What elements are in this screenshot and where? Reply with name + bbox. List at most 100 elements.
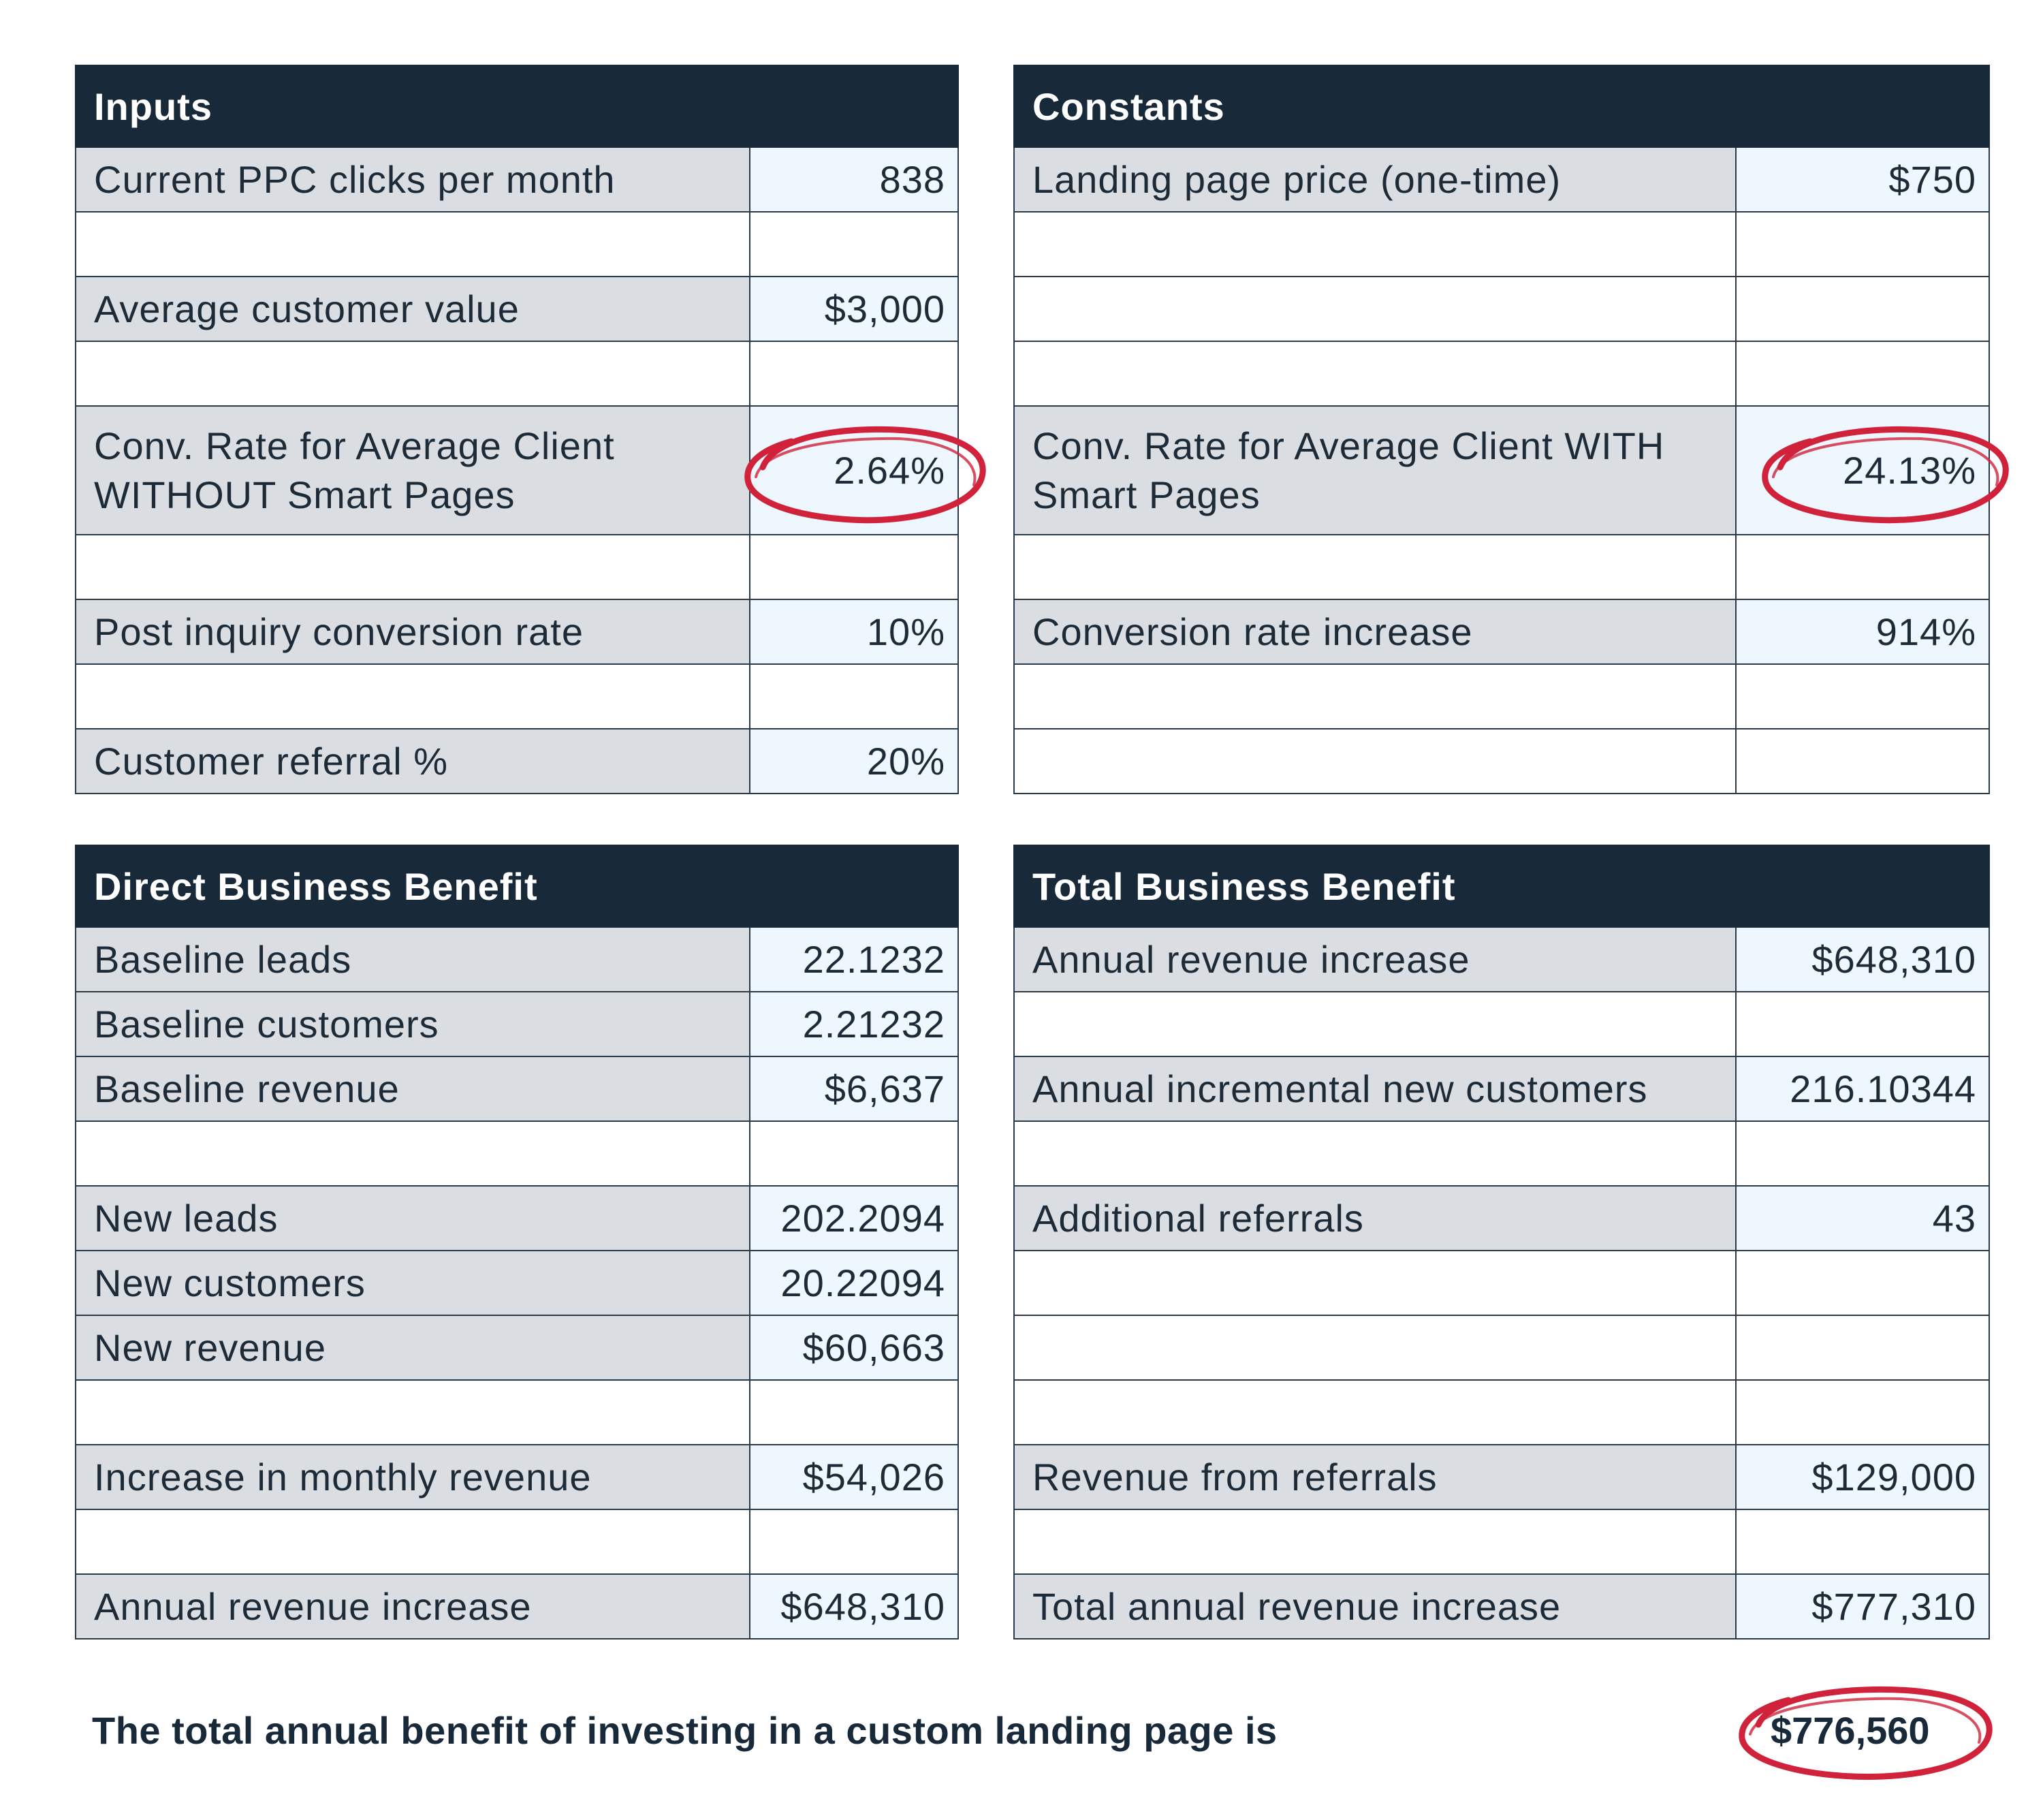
row-label: New customers — [76, 1251, 750, 1315]
row-label — [1015, 1122, 1737, 1185]
table-row — [1015, 1315, 1989, 1379]
row-value: 43 — [1737, 1187, 1989, 1250]
table-row: Conv. Rate for Average Client WITHOUT Sm… — [76, 405, 957, 534]
total-benefit-table: Annual revenue increase $648,310 Annual … — [1013, 928, 1990, 1639]
row-value — [1737, 342, 1989, 405]
inputs-panel-title: Inputs — [75, 65, 959, 148]
value-text: 24.13% — [1843, 449, 1976, 492]
row-value: $54,026 — [750, 1445, 957, 1509]
row-value — [1737, 1316, 1989, 1379]
row-label — [1015, 277, 1737, 341]
row-label: Revenue from referrals — [1015, 1445, 1737, 1509]
row-label — [1015, 1316, 1737, 1379]
table-row: Conversion rate increase 914% — [1015, 599, 1989, 663]
table-row: Baseline customers 2.21232 — [76, 991, 957, 1056]
row-label: Additional referrals — [1015, 1187, 1737, 1250]
row-label — [76, 535, 750, 599]
table-row — [76, 1379, 957, 1444]
row-label — [1015, 1381, 1737, 1444]
table-row — [76, 211, 957, 276]
row-label: Customer referral % — [76, 729, 750, 793]
row-value — [1737, 213, 1989, 276]
row-value: 20.22094 — [750, 1251, 957, 1315]
row-value — [1737, 1122, 1989, 1185]
row-label — [76, 213, 750, 276]
table-row — [76, 534, 957, 599]
row-value — [1737, 665, 1989, 728]
row-label: Total annual revenue increase — [1015, 1575, 1737, 1638]
table-row — [1015, 1120, 1989, 1185]
row-label: Conversion rate increase — [1015, 600, 1737, 663]
row-label: Post inquiry conversion rate — [76, 600, 750, 663]
direct-benefit-panel-title: Direct Business Benefit — [75, 845, 959, 928]
row-label — [1015, 1251, 1737, 1315]
row-value: $648,310 — [1737, 928, 1989, 991]
table-row — [76, 663, 957, 728]
table-row — [76, 341, 957, 405]
table-row: Customer referral % 20% — [76, 728, 957, 793]
row-label: Baseline revenue — [76, 1057, 750, 1120]
table-row: New revenue $60,663 — [76, 1315, 957, 1379]
table-row — [76, 1509, 957, 1573]
row-label: Average customer value — [76, 277, 750, 341]
direct-benefit-table: Baseline leads 22.1232 Baseline customer… — [75, 928, 959, 1639]
row-value — [750, 535, 957, 599]
table-row: Baseline revenue $6,637 — [76, 1056, 957, 1120]
table-row: Annual incremental new customers 216.103… — [1015, 1056, 1989, 1120]
row-label — [1015, 342, 1737, 405]
table-row — [1015, 991, 1989, 1056]
row-value: $6,637 — [750, 1057, 957, 1120]
table-row — [1015, 1509, 1989, 1573]
row-label: New leads — [76, 1187, 750, 1250]
table-row: Landing page price (one-time) $750 — [1015, 148, 1989, 211]
table-row — [1015, 1379, 1989, 1444]
row-value — [750, 665, 957, 728]
footer-statement: The total annual benefit of investing in… — [92, 1709, 1278, 1752]
row-label — [1015, 213, 1737, 276]
row-label: Current PPC clicks per month — [76, 148, 750, 211]
row-label: Annual revenue increase — [76, 1575, 750, 1638]
row-label — [76, 1122, 750, 1185]
row-value: $129,000 — [1737, 1445, 1989, 1509]
row-value: $3,000 — [750, 277, 957, 341]
row-label: Baseline leads — [76, 928, 750, 991]
row-label — [76, 1381, 750, 1444]
row-value: 838 — [750, 148, 957, 211]
constants-panel: Constants Landing page price (one-time) … — [1013, 65, 1990, 794]
table-row: New leads 202.2094 — [76, 1185, 957, 1250]
row-value: $750 — [1737, 148, 1989, 211]
constants-table: Landing page price (one-time) $750 Conv.… — [1013, 148, 1990, 794]
row-label: Increase in monthly revenue — [76, 1445, 750, 1509]
row-value — [750, 213, 957, 276]
table-row: New customers 20.22094 — [76, 1250, 957, 1315]
table-row: Total annual revenue increase $777,310 — [1015, 1573, 1989, 1638]
row-value — [1737, 1251, 1989, 1315]
table-row: Post inquiry conversion rate 10% — [76, 599, 957, 663]
table-row: Revenue from referrals $129,000 — [1015, 1444, 1989, 1509]
row-value — [750, 1122, 957, 1185]
row-label — [1015, 992, 1737, 1056]
row-value — [1737, 729, 1989, 793]
row-value: 10% — [750, 600, 957, 663]
row-value: 914% — [1737, 600, 1989, 663]
constants-panel-title: Constants — [1013, 65, 1990, 148]
table-row — [1015, 1250, 1989, 1315]
inputs-panel: Inputs Current PPC clicks per month 838 … — [75, 65, 959, 794]
row-value: 216.10344 — [1737, 1057, 1989, 1120]
value-text: 2.64% — [834, 449, 945, 492]
table-row — [1015, 663, 1989, 728]
row-label — [1015, 535, 1737, 599]
row-label — [76, 342, 750, 405]
table-row: Current PPC clicks per month 838 — [76, 148, 957, 211]
row-label: Annual incremental new customers — [1015, 1057, 1737, 1120]
row-value: $777,310 — [1737, 1575, 1989, 1638]
table-row — [1015, 341, 1989, 405]
row-value — [1737, 1510, 1989, 1573]
row-label: Conv. Rate for Average Client WITH Smart… — [1015, 407, 1737, 534]
row-label: Annual revenue increase — [1015, 928, 1737, 991]
row-label — [1015, 729, 1737, 793]
table-row — [1015, 728, 1989, 793]
row-label: Conv. Rate for Average Client WITHOUT Sm… — [76, 407, 750, 534]
inputs-table: Current PPC clicks per month 838 Average… — [75, 148, 959, 794]
row-value — [1737, 535, 1989, 599]
